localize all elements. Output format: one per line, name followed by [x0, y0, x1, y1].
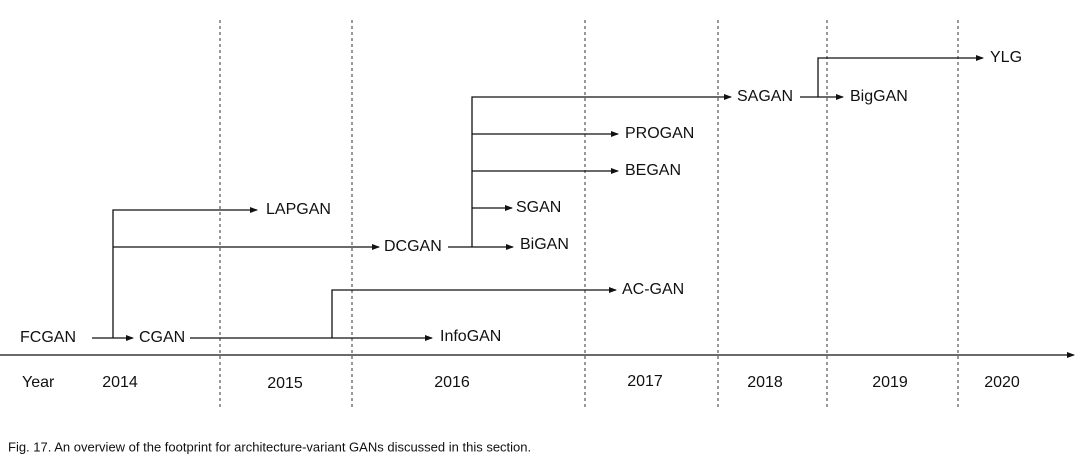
node-label: FCGAN — [20, 329, 76, 346]
node-label: LAPGAN — [266, 201, 331, 218]
year-label: 2014 — [102, 374, 138, 391]
node-label: PROGAN — [625, 125, 694, 142]
node-label: InfoGAN — [440, 328, 501, 345]
year-label: 2015 — [267, 375, 303, 392]
node-label: CGAN — [139, 329, 185, 346]
connectors — [92, 55, 984, 341]
nodes: FCGAN CGAN LAPGAN DCGAN InfoGAN AC-GAN B… — [20, 49, 1022, 346]
axis-label: Year — [22, 374, 55, 391]
year-dividers — [219, 20, 959, 410]
year-label: 2017 — [627, 373, 663, 390]
node-label: AC-GAN — [622, 281, 684, 298]
arrow — [471, 94, 732, 247]
node-label: BigGAN — [850, 88, 908, 105]
year-labels: Year 2014 2015 2016 2017 2018 2019 2020 — [22, 373, 1020, 392]
caption: Fig. 17. An overview of the footprint fo… — [8, 439, 531, 454]
node-label: BiGAN — [520, 236, 569, 253]
year-label: 2016 — [434, 374, 470, 391]
node-label: SAGAN — [737, 88, 793, 105]
year-label: 2020 — [984, 374, 1020, 391]
year-label: 2018 — [747, 374, 783, 391]
node-label: DCGAN — [384, 238, 442, 255]
node-label: BEGAN — [625, 162, 681, 179]
year-label: 2019 — [872, 374, 908, 391]
arrow — [817, 55, 984, 97]
node-label: SGAN — [516, 199, 561, 216]
node-label: YLG — [990, 49, 1022, 66]
arrow — [112, 207, 258, 338]
arrow — [331, 287, 617, 338]
